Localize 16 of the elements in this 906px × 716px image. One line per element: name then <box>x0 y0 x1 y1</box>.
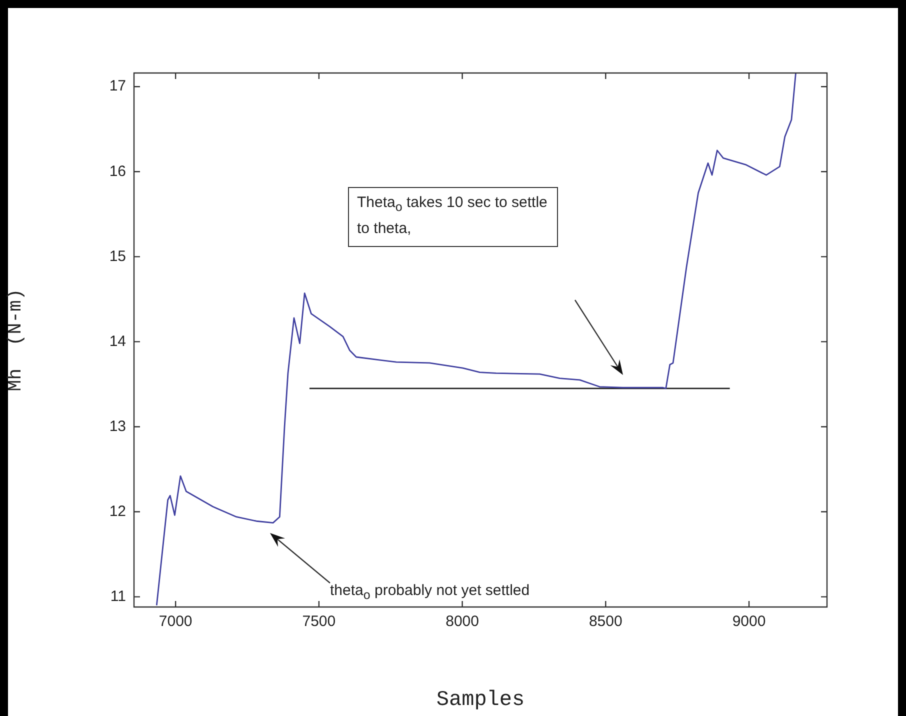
annotation: theta$_{o}$ probably not yet settled <box>330 581 530 604</box>
y-tick-label: 17 <box>109 78 126 95</box>
x-tick-label: 7500 <box>302 613 336 630</box>
x-tick-label: 9000 <box>732 613 766 630</box>
x-axis-title: Samples <box>436 688 525 712</box>
x-tick-label: 7000 <box>158 613 192 630</box>
y-tick-label: 11 <box>110 588 126 605</box>
x-tick-label: 8500 <box>588 613 622 630</box>
y-tick-label: 14 <box>109 332 126 350</box>
y-tick-label: 13 <box>109 418 126 435</box>
y-tick-label: 16 <box>109 162 126 180</box>
y-tick-label: 12 <box>109 502 126 520</box>
annotation: Theta$_{o}$ takes 10 sec to settle to theta, <box>348 187 558 247</box>
y-axis-title: Mh (N-m) <box>4 288 26 392</box>
x-tick-label: 8000 <box>446 613 479 630</box>
y-tick-label: 15 <box>109 248 126 265</box>
